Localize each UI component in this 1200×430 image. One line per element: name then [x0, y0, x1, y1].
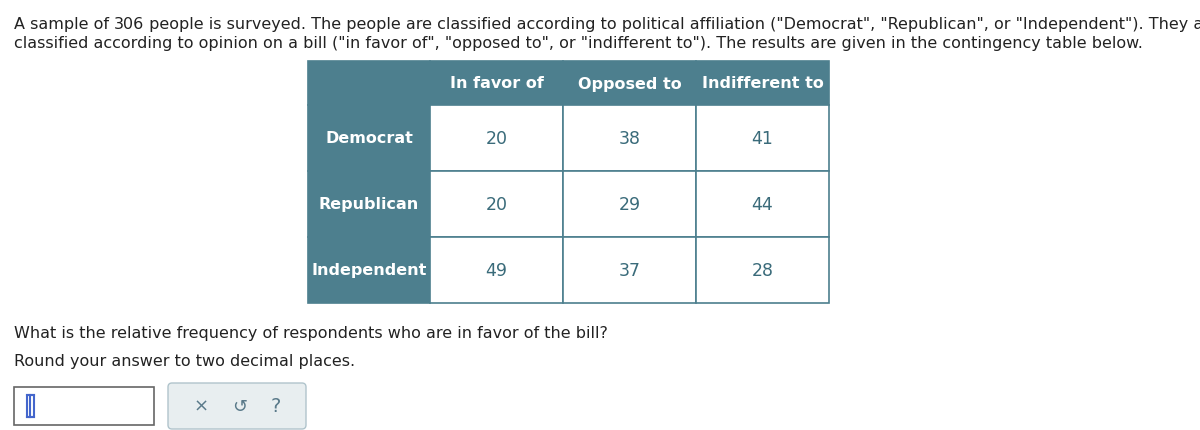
Text: Opposed to: Opposed to: [577, 76, 682, 91]
FancyBboxPatch shape: [168, 383, 306, 429]
Text: 44: 44: [751, 196, 773, 214]
Text: What is the relative frequency of respondents who are in favor of the bill?: What is the relative frequency of respon…: [14, 325, 608, 340]
Text: ?: ?: [271, 396, 281, 415]
Text: 41: 41: [751, 130, 774, 147]
Bar: [430, 62, 563, 106]
Bar: [308, 172, 430, 237]
Text: classified according to opinion on a bill ("in favor of", "opposed to", or "indi: classified according to opinion on a bil…: [14, 36, 1142, 51]
Text: Round your answer to two decimal places.: Round your answer to two decimal places.: [14, 353, 355, 368]
Bar: [563, 106, 696, 172]
Text: ↺: ↺: [232, 397, 247, 415]
Text: 49: 49: [486, 261, 508, 280]
Text: 306: 306: [114, 17, 144, 32]
Text: 20: 20: [486, 196, 508, 214]
Text: Indifferent to: Indifferent to: [702, 76, 823, 91]
Text: people is surveyed. The people are classified according to political affiliation: people is surveyed. The people are class…: [144, 17, 1200, 32]
Bar: [308, 237, 430, 303]
Bar: [430, 106, 563, 172]
Text: A sample of: A sample of: [14, 17, 114, 32]
Bar: [430, 237, 563, 303]
Bar: [696, 237, 829, 303]
Bar: [563, 237, 696, 303]
Bar: [430, 172, 563, 237]
Bar: [696, 106, 829, 172]
Bar: [696, 62, 829, 106]
Text: 29: 29: [618, 196, 641, 214]
Text: 38: 38: [618, 130, 641, 147]
Bar: [308, 62, 430, 106]
Bar: [14, 387, 154, 425]
Bar: [26, 395, 34, 417]
Text: 28: 28: [751, 261, 774, 280]
Text: Democrat: Democrat: [325, 131, 413, 146]
Bar: [696, 172, 829, 237]
Text: Independent: Independent: [311, 263, 427, 278]
Bar: [308, 106, 430, 172]
Text: 20: 20: [486, 130, 508, 147]
Text: 37: 37: [618, 261, 641, 280]
Bar: [563, 172, 696, 237]
Bar: [563, 62, 696, 106]
Text: In favor of: In favor of: [450, 76, 544, 91]
Text: ×: ×: [193, 397, 208, 415]
Text: Republican: Republican: [319, 197, 419, 212]
